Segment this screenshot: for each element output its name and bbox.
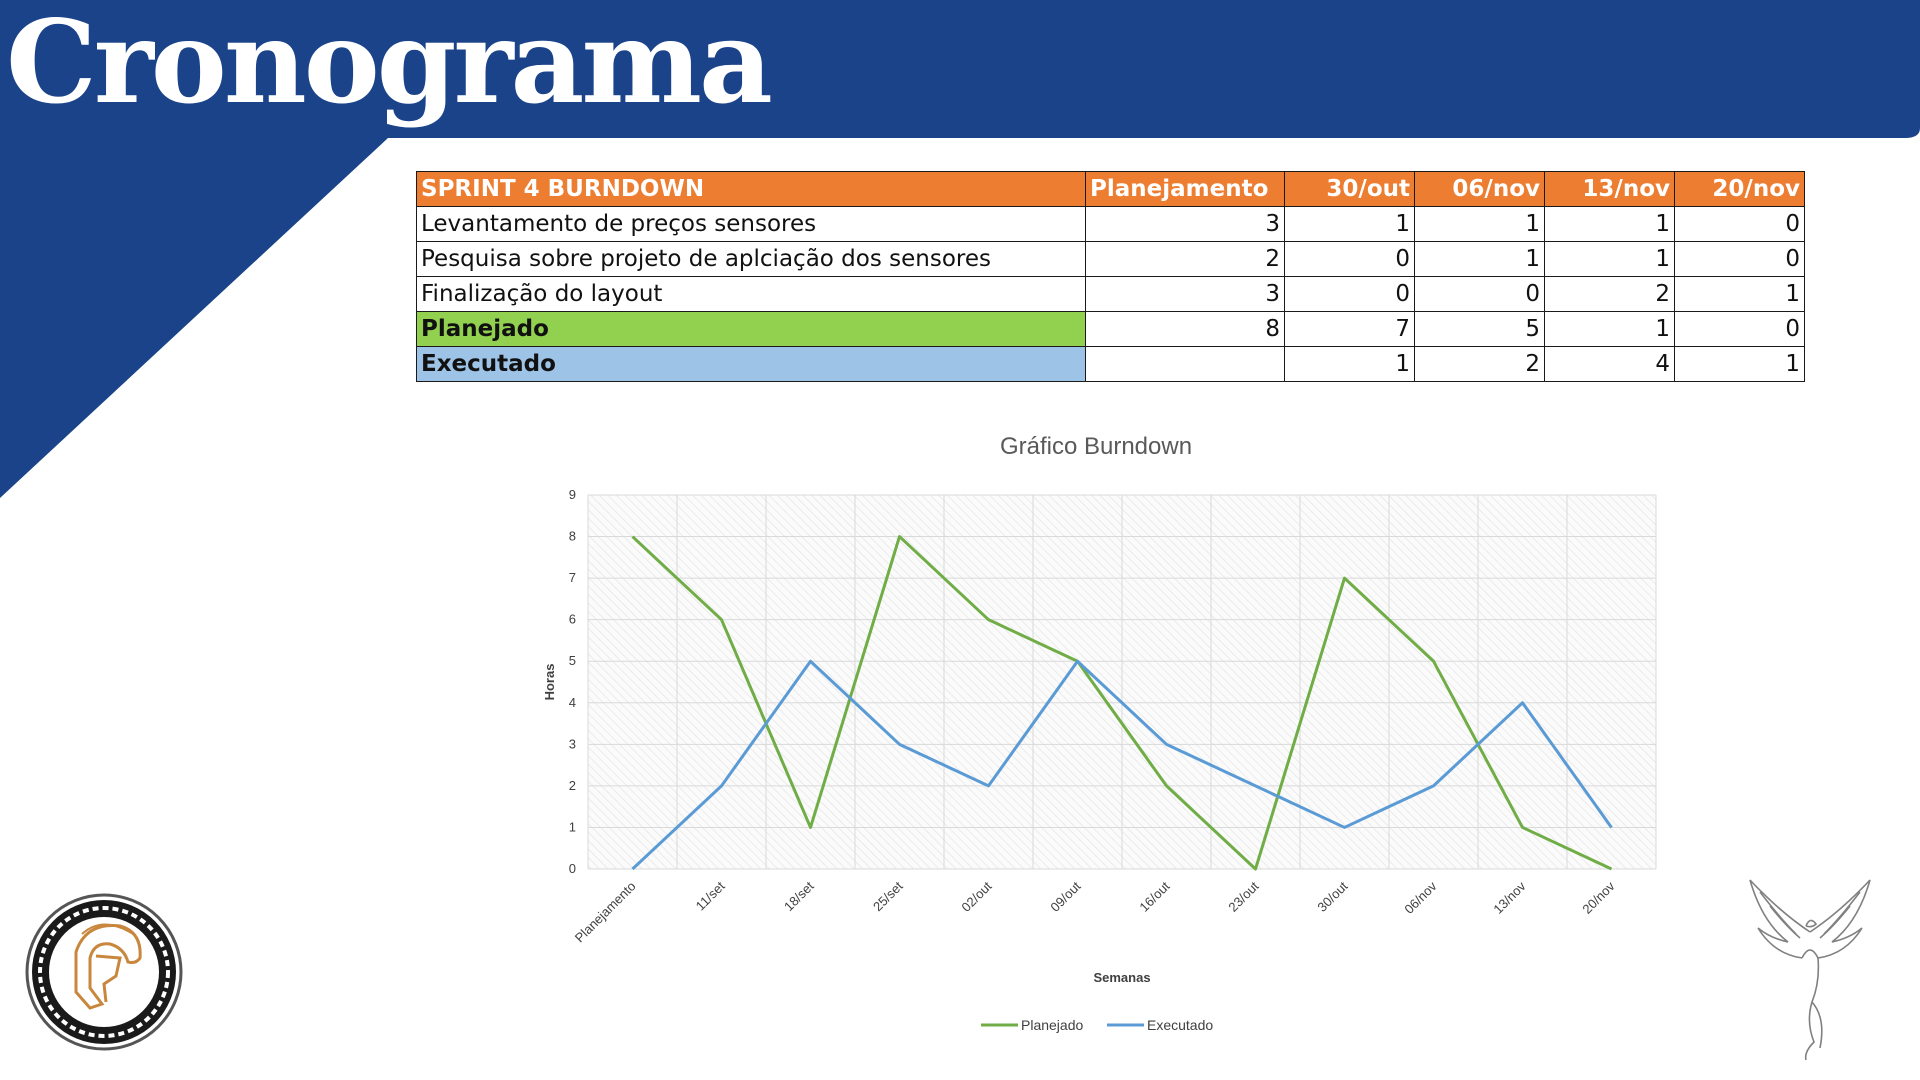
table-cell bbox=[1085, 346, 1285, 382]
x-gridlines bbox=[587, 495, 1657, 869]
y-tick-label: 1 bbox=[569, 819, 576, 834]
table-cell: 1 bbox=[1414, 241, 1545, 277]
table-cell: 4 bbox=[1544, 346, 1675, 382]
y-tick-label: 6 bbox=[569, 612, 576, 627]
table-cell: 1 bbox=[1544, 311, 1675, 347]
x-tick-labels: Planejamento 11/set 18/set 25/set 02/out 09/o… bbox=[572, 878, 1618, 945]
planned-row: Planejado 8 7 5 1 0 bbox=[416, 311, 1805, 347]
legend-label-planejado: Planejado bbox=[1021, 1017, 1083, 1033]
table-row: Levantamento de preços sensores 3 1 1 1 … bbox=[416, 206, 1805, 242]
table-cell: 1 bbox=[1544, 241, 1675, 277]
chart-title: Gráfico Burndown bbox=[1000, 433, 1192, 460]
header-cell: 30/out bbox=[1284, 171, 1415, 207]
planned-label: Planejado bbox=[416, 311, 1086, 347]
task-label: Finalização do layout bbox=[416, 276, 1086, 312]
table-row: Finalização do layout 3 0 0 2 1 bbox=[416, 276, 1805, 312]
table-row: Pesquisa sobre projeto de aplciação dos … bbox=[416, 241, 1805, 277]
header-cell: 13/nov bbox=[1544, 171, 1675, 207]
y-axis-label: Horas bbox=[542, 664, 557, 701]
series-line-executado bbox=[631, 659, 1613, 871]
legend: Planejado Executado bbox=[981, 1017, 1213, 1033]
table-cell: 7 bbox=[1284, 311, 1415, 347]
table-cell: 2 bbox=[1544, 276, 1675, 312]
y-tick-label: 3 bbox=[569, 736, 576, 751]
table-cell: 0 bbox=[1284, 276, 1415, 312]
x-tick-label: 18/set bbox=[781, 878, 817, 914]
x-tick-label: 30/out bbox=[1314, 878, 1350, 914]
x-tick-label: Planejamento bbox=[572, 879, 639, 946]
y-tick-label: 5 bbox=[569, 653, 576, 668]
executed-row: Executado 1 2 4 1 bbox=[416, 346, 1805, 382]
x-tick-label: 25/set bbox=[870, 878, 906, 914]
navy-banner bbox=[0, 0, 1920, 498]
y-tick-label: 7 bbox=[569, 570, 576, 585]
table-cell: 8 bbox=[1085, 311, 1285, 347]
y-tick-labels: 0 1 2 3 4 5 6 7 8 9 bbox=[569, 487, 576, 876]
series-line-planejado bbox=[631, 535, 1613, 871]
table-cell: 1 bbox=[1674, 346, 1805, 382]
series-lines bbox=[631, 535, 1613, 871]
table-cell: 0 bbox=[1674, 311, 1805, 347]
x-axis-label: Semanas bbox=[1093, 970, 1150, 985]
table-cell: 3 bbox=[1085, 276, 1285, 312]
phoenix-logo-icon bbox=[1749, 879, 1871, 1061]
table-cell: 2 bbox=[1085, 241, 1285, 277]
sprint-burndown-table: SPRINT 4 BURNDOWN Planejamento 30/out 06… bbox=[416, 171, 1805, 382]
y-tick-label: 4 bbox=[569, 695, 576, 710]
burndown-chart: Gráfico Burndown Horas Semanas 0 1 2 3 4 5 6 7 8… bbox=[542, 433, 1657, 1033]
table-cell: 0 bbox=[1414, 276, 1545, 312]
y-tick-label: 8 bbox=[569, 529, 576, 544]
x-tick-label: 23/out bbox=[1225, 878, 1261, 914]
header-cell: 06/nov bbox=[1414, 171, 1545, 207]
page-title: Cronograma bbox=[6, 0, 773, 129]
task-label: Levantamento de preços sensores bbox=[416, 206, 1086, 242]
header-cell: 20/nov bbox=[1674, 171, 1805, 207]
table-cell: 1 bbox=[1674, 276, 1805, 312]
table-cell: 3 bbox=[1085, 206, 1285, 242]
x-tick-label: 13/nov bbox=[1490, 878, 1529, 917]
x-tick-label: 09/out bbox=[1047, 878, 1083, 914]
table-cell: 0 bbox=[1284, 241, 1415, 277]
x-tick-label: 11/set bbox=[693, 878, 728, 913]
table-cell: 5 bbox=[1414, 311, 1545, 347]
x-tick-label: 06/nov bbox=[1401, 878, 1440, 917]
x-tick-label: 16/out bbox=[1136, 878, 1172, 914]
table-header-row: SPRINT 4 BURNDOWN Planejamento 30/out 06… bbox=[416, 171, 1805, 207]
table-cell: 1 bbox=[1414, 206, 1545, 242]
table-cell: 1 bbox=[1544, 206, 1675, 242]
y-tick-label: 0 bbox=[569, 861, 576, 876]
table-cell: 0 bbox=[1674, 206, 1805, 242]
task-label: Pesquisa sobre projeto de aplciação dos … bbox=[416, 241, 1086, 277]
y-tick-label: 2 bbox=[569, 778, 576, 793]
table-cell: 1 bbox=[1284, 206, 1415, 242]
spartan-helmet-logo-icon bbox=[25, 893, 183, 1051]
legend-label-executado: Executado bbox=[1147, 1017, 1213, 1033]
table-cell: 0 bbox=[1674, 241, 1805, 277]
table-cell: 2 bbox=[1414, 346, 1545, 382]
header-cell: Planejamento bbox=[1085, 171, 1285, 207]
table-cell: 1 bbox=[1284, 346, 1415, 382]
x-tick-label: 20/nov bbox=[1579, 878, 1618, 917]
y-tick-label: 9 bbox=[569, 487, 576, 502]
x-tick-label: 02/out bbox=[958, 878, 994, 914]
executed-label: Executado bbox=[416, 346, 1086, 382]
header-cell: SPRINT 4 BURNDOWN bbox=[416, 171, 1086, 207]
